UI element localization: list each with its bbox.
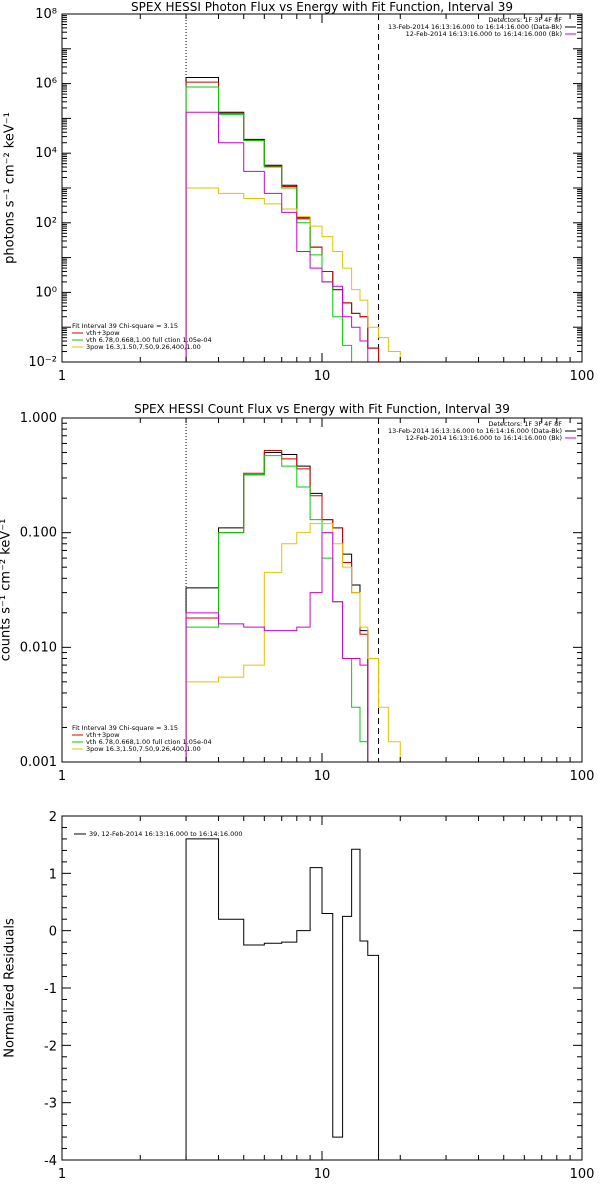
x-tick-label: 1 [58,369,66,384]
legend-top-entry: 12-Feb-2014 16:13:16.000 to 16:14:16.000… [406,434,562,442]
y-tick-label: 0.100 [20,526,57,541]
legend-bottom-entry: vth 6.78,0.668,1.00 full ction 1.05e-04 [86,336,212,344]
legend-top-entry: 13-Feb-2014 16:13:16.000 to 16:14:16.000… [388,427,562,435]
series-line-3 [185,455,369,762]
chart-panel-2: SPEX HESSI Count Flux vs Energy with Fit… [0,402,594,784]
y-tick-label: 0.010 [20,640,57,655]
y-tick-label: 10⁻² [28,355,57,370]
chart-title: SPEX HESSI Count Flux vs Energy with Fit… [134,402,510,416]
chart-panel-3: Normalized Residuals 1 10 100 -4 -3 -2 -1 0 1 2 39,… [3,810,595,1182]
series-line-1 [185,452,369,762]
series-group [185,450,414,762]
x-tick-label: 10 [314,1167,331,1182]
x-tick-label: 100 [570,1167,595,1182]
x-tick-label: 1 [58,769,66,784]
y-tick-label: 10² [35,216,57,231]
chart-panel-1: SPEX HESSI Photon Flux vs Energy with Fi… [3,0,595,384]
legend-top-entry: 13-Feb-2014 16:13:16.000 to 16:14:16.000… [388,23,562,31]
legend-bottom-entry: vth+3pow [86,329,120,337]
y-axis-label: Normalized Residuals [3,918,18,1058]
y-tick-label: 10⁴ [35,146,57,161]
y-tick-label: 10⁶ [35,77,57,92]
x-tick-label: 1 [58,1167,66,1182]
y-tick-label: 1 [49,867,57,882]
series-line-4 [185,187,414,362]
x-tick-label: 10 [314,769,331,784]
legend-bottom-entry: Fit Interval 39 Chi-square = 3.15 [72,322,178,330]
x-tick-label: 100 [570,369,595,384]
series-line-4 [185,523,414,762]
x-tick-label: 10 [314,369,331,384]
y-tick-label: 10⁸ [35,7,57,22]
x-tick-label: 100 [570,769,595,784]
legend-bottom-entry: 3pow 16.3,1.50,7.50,9.26,400,1.00 [86,745,201,753]
y-tick-label: -2 [44,1039,57,1054]
y-tick-label: 0.001 [20,755,57,770]
y-tick-label: -3 [44,1097,57,1112]
series-line-5 [185,532,379,762]
y-tick-label: 10⁰ [35,285,57,300]
series-group [185,76,414,362]
y-axis-label: photons s⁻¹ cm⁻² keV⁻¹ [3,112,18,264]
y-tick-label: 2 [49,810,57,825]
series-line-2 [185,81,389,362]
series-line-2 [185,450,369,762]
plot-frame [61,13,583,363]
series-group [185,838,380,1160]
y-tick-label: 1.000 [20,411,57,426]
legend-entry: 39, 12-Feb-2014 16:13:16.000 to 16:14:16… [89,830,242,838]
series-line-5 [185,111,389,362]
y-tick-label: -1 [44,982,57,997]
legend-bottom-entry: Fit Interval 39 Chi-square = 3.15 [72,724,178,732]
y-axis-label: counts s⁻¹ cm⁻² keV⁻¹ [0,519,14,662]
series-line-3 [185,86,389,362]
y-tick-label: 0 [49,925,57,940]
legend-bottom-entry: vth+3pow [86,731,120,739]
legend-top-entry: 12-Feb-2014 16:13:16.000 to 16:14:16.000… [406,30,562,38]
series-line-1 [185,76,389,362]
legend-top-entry: Detectors: 1F 3F 4F 8F [488,420,562,428]
legend-top-entry: Detectors: 1F 3F 4F 8F [488,16,562,24]
legend-bottom-entry: 3pow 16.3,1.50,7.50,9.26,400,1.00 [86,343,201,351]
y-tick-label: -4 [44,1154,57,1169]
legend-bottom-entry: vth 6.78,0.668,1.00 full ction 1.05e-04 [86,738,212,746]
series-line-1 [185,838,380,1160]
chart-title: SPEX HESSI Photon Flux vs Energy with Fi… [131,0,513,14]
